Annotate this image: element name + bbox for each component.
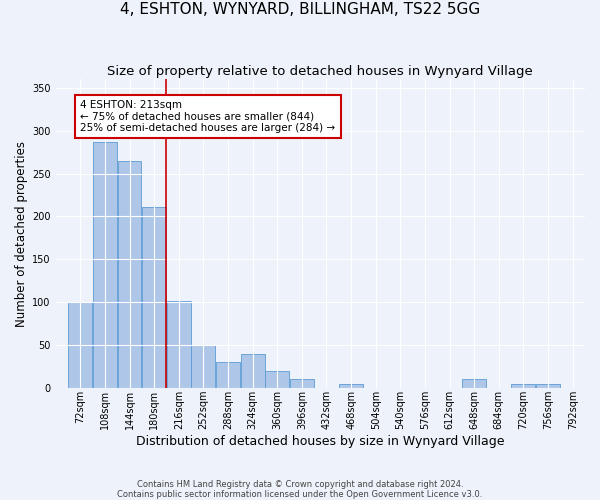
Bar <box>511 384 535 388</box>
Bar <box>339 384 363 388</box>
Bar <box>118 160 142 388</box>
Text: Contains HM Land Registry data © Crown copyright and database right 2024.
Contai: Contains HM Land Registry data © Crown c… <box>118 480 482 499</box>
Bar <box>93 142 117 388</box>
Bar <box>241 354 265 388</box>
Bar <box>142 207 166 388</box>
Text: 4 ESHTON: 213sqm
← 75% of detached houses are smaller (844)
25% of semi-detached: 4 ESHTON: 213sqm ← 75% of detached house… <box>80 100 335 133</box>
Title: Size of property relative to detached houses in Wynyard Village: Size of property relative to detached ho… <box>107 65 533 78</box>
Bar <box>462 380 486 388</box>
Bar <box>216 362 240 388</box>
Bar <box>536 384 560 388</box>
Text: 4, ESHTON, WYNYARD, BILLINGHAM, TS22 5GG: 4, ESHTON, WYNYARD, BILLINGHAM, TS22 5GG <box>120 2 480 18</box>
Bar <box>191 345 215 388</box>
Bar <box>290 380 314 388</box>
X-axis label: Distribution of detached houses by size in Wynyard Village: Distribution of detached houses by size … <box>136 434 505 448</box>
Y-axis label: Number of detached properties: Number of detached properties <box>15 140 28 326</box>
Bar <box>68 302 92 388</box>
Bar <box>167 302 191 388</box>
Bar <box>265 371 289 388</box>
